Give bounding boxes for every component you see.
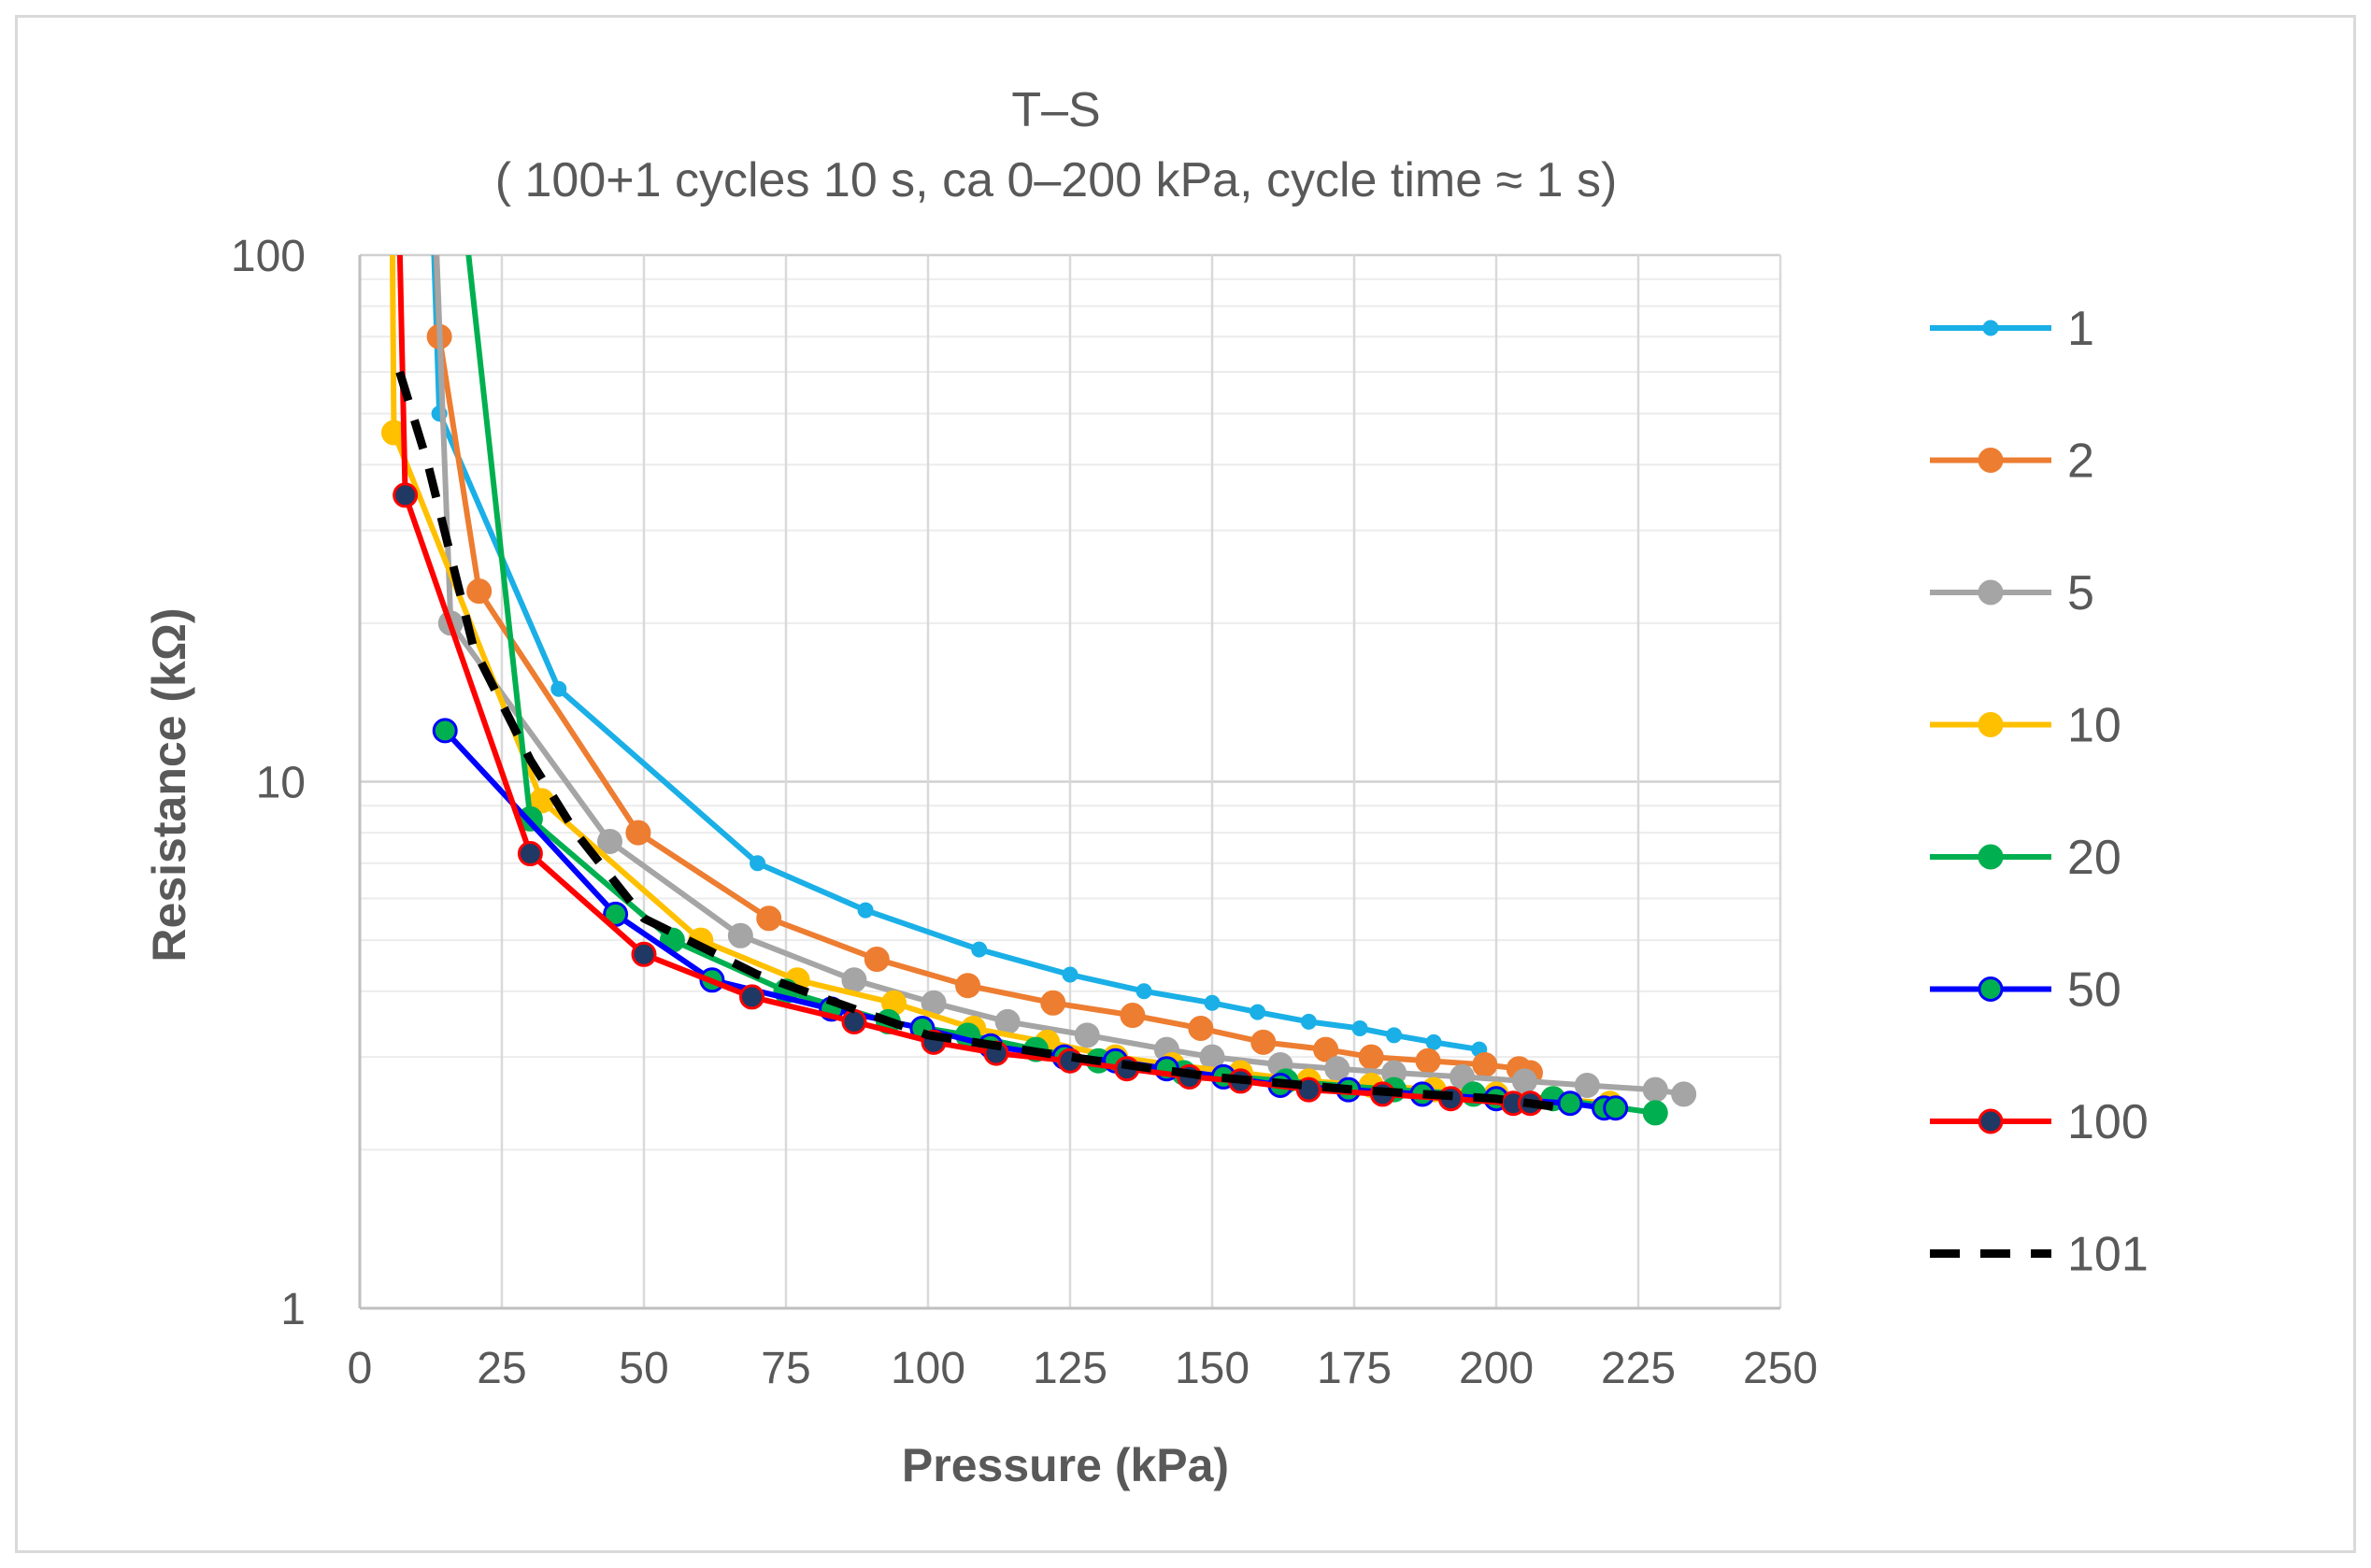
- x-tick-label: 75: [761, 1344, 810, 1393]
- data-point-5: [1511, 1068, 1537, 1094]
- data-point-5: [597, 828, 623, 854]
- data-point-1: [1250, 1004, 1266, 1020]
- data-point-2: [756, 905, 782, 932]
- x-tick-label: 125: [1033, 1344, 1107, 1393]
- data-point-2: [1040, 990, 1066, 1016]
- legend-label-100: 100: [2067, 1095, 2149, 1149]
- series-5: [434, 255, 1697, 1107]
- data-point-1: [971, 941, 988, 958]
- legend-item-100: 100: [1930, 1095, 2149, 1149]
- legend-label-2: 2: [2067, 435, 2094, 489]
- y-tick-label: 100: [231, 232, 306, 281]
- x-tick-label: 0: [348, 1344, 373, 1393]
- y-axis-label: Resistance (kΩ): [143, 607, 195, 962]
- data-point-1: [1386, 1027, 1403, 1044]
- data-point-100: [739, 984, 765, 1010]
- data-point-100: [393, 482, 419, 508]
- x-axis-label: Pressure (kPa): [902, 1439, 1229, 1491]
- legend-label-101: 101: [2067, 1228, 2149, 1282]
- chart-title: T–S: [1011, 83, 1100, 137]
- data-point-100: [517, 841, 543, 867]
- series-layer: [380, 255, 1697, 1126]
- data-point-2: [625, 820, 651, 846]
- data-point-1: [1204, 994, 1221, 1011]
- data-point-5: [841, 967, 867, 993]
- series-101: [395, 370, 1565, 1113]
- data-point-2: [466, 578, 493, 605]
- data-point-2: [864, 947, 890, 973]
- axes: 0 25 50 75 100 125 150 175 200 225 250 1 10 100: [231, 232, 1818, 1393]
- legend-marker-10: [1978, 712, 2004, 737]
- data-point-2: [1120, 1003, 1146, 1029]
- legend-marker-50: [1978, 976, 2004, 1002]
- legend-marker-2: [1978, 448, 2004, 473]
- x-tick-label: 225: [1601, 1344, 1676, 1393]
- data-point-100: [631, 941, 657, 967]
- data-point-5: [727, 922, 753, 948]
- legend-item-5: 5: [1930, 566, 2094, 620]
- data-point-2: [1415, 1048, 1441, 1074]
- data-point-50: [432, 718, 458, 744]
- data-point-50: [1557, 1090, 1583, 1117]
- legend-item-20: 20: [1930, 831, 2121, 885]
- data-point-5: [1450, 1063, 1476, 1090]
- x-tick-label: 25: [477, 1344, 526, 1393]
- data-point-1: [1062, 966, 1078, 983]
- data-point-20: [1642, 1100, 1668, 1126]
- series-1: [431, 255, 1488, 1058]
- data-point-5: [1324, 1056, 1350, 1082]
- data-point-5: [994, 1008, 1021, 1034]
- data-point-5: [1074, 1022, 1100, 1048]
- data-point-50: [1603, 1095, 1629, 1121]
- series-line-101: [395, 370, 1565, 1113]
- x-tick-label: 200: [1459, 1344, 1534, 1393]
- legend: 1 2 5 10 20 50 100 101: [1930, 302, 2149, 1282]
- data-point-1: [750, 855, 766, 872]
- data-point-5: [1671, 1081, 1697, 1107]
- data-point-1: [857, 902, 874, 919]
- data-point-1: [1136, 983, 1152, 1000]
- data-point-2: [1313, 1036, 1339, 1062]
- legend-marker-1: [1982, 320, 1999, 336]
- legend-label-20: 20: [2067, 831, 2121, 885]
- legend-marker-20: [1978, 844, 2004, 870]
- y-tick-label: 1: [280, 1285, 306, 1334]
- data-point-1: [1300, 1013, 1317, 1030]
- data-point-1: [550, 680, 567, 697]
- chart-subtitle: ( 100+1 cycles 10 s, ca 0–200 kPa, cycle…: [495, 153, 1618, 207]
- legend-label-10: 10: [2067, 699, 2121, 753]
- data-point-100: [841, 1008, 867, 1034]
- data-point-2: [1472, 1051, 1498, 1077]
- data-point-1: [1351, 1020, 1368, 1037]
- x-tick-label: 175: [1317, 1344, 1392, 1393]
- legend-item-2: 2: [1930, 435, 2094, 489]
- legend-item-101: 101: [1930, 1228, 2149, 1282]
- data-point-2: [1188, 1016, 1214, 1042]
- legend-item-1: 1: [1930, 302, 2094, 356]
- x-tick-label: 50: [619, 1344, 668, 1393]
- legend-label-50: 50: [2067, 963, 2121, 1018]
- data-point-1: [1425, 1033, 1442, 1050]
- x-tick-label: 250: [1743, 1344, 1818, 1393]
- plot-grid: [360, 253, 1782, 1308]
- legend-item-10: 10: [1930, 699, 2121, 753]
- data-point-2: [955, 973, 981, 999]
- legend-label-5: 5: [2067, 566, 2094, 620]
- x-tick-label: 100: [891, 1344, 965, 1393]
- legend-label-1: 1: [2067, 302, 2094, 356]
- y-tick-label: 10: [256, 759, 306, 808]
- legend-item-50: 50: [1930, 963, 2121, 1018]
- x-tick-label: 150: [1175, 1344, 1250, 1393]
- data-point-5: [1574, 1073, 1600, 1099]
- legend-marker-5: [1978, 579, 2004, 606]
- data-point-100: [1295, 1076, 1321, 1103]
- data-point-5: [1642, 1076, 1668, 1103]
- data-point-2: [1358, 1044, 1384, 1070]
- legend-marker-100: [1978, 1108, 2004, 1134]
- chart-frame: [15, 15, 2356, 1553]
- data-point-2: [1250, 1029, 1277, 1055]
